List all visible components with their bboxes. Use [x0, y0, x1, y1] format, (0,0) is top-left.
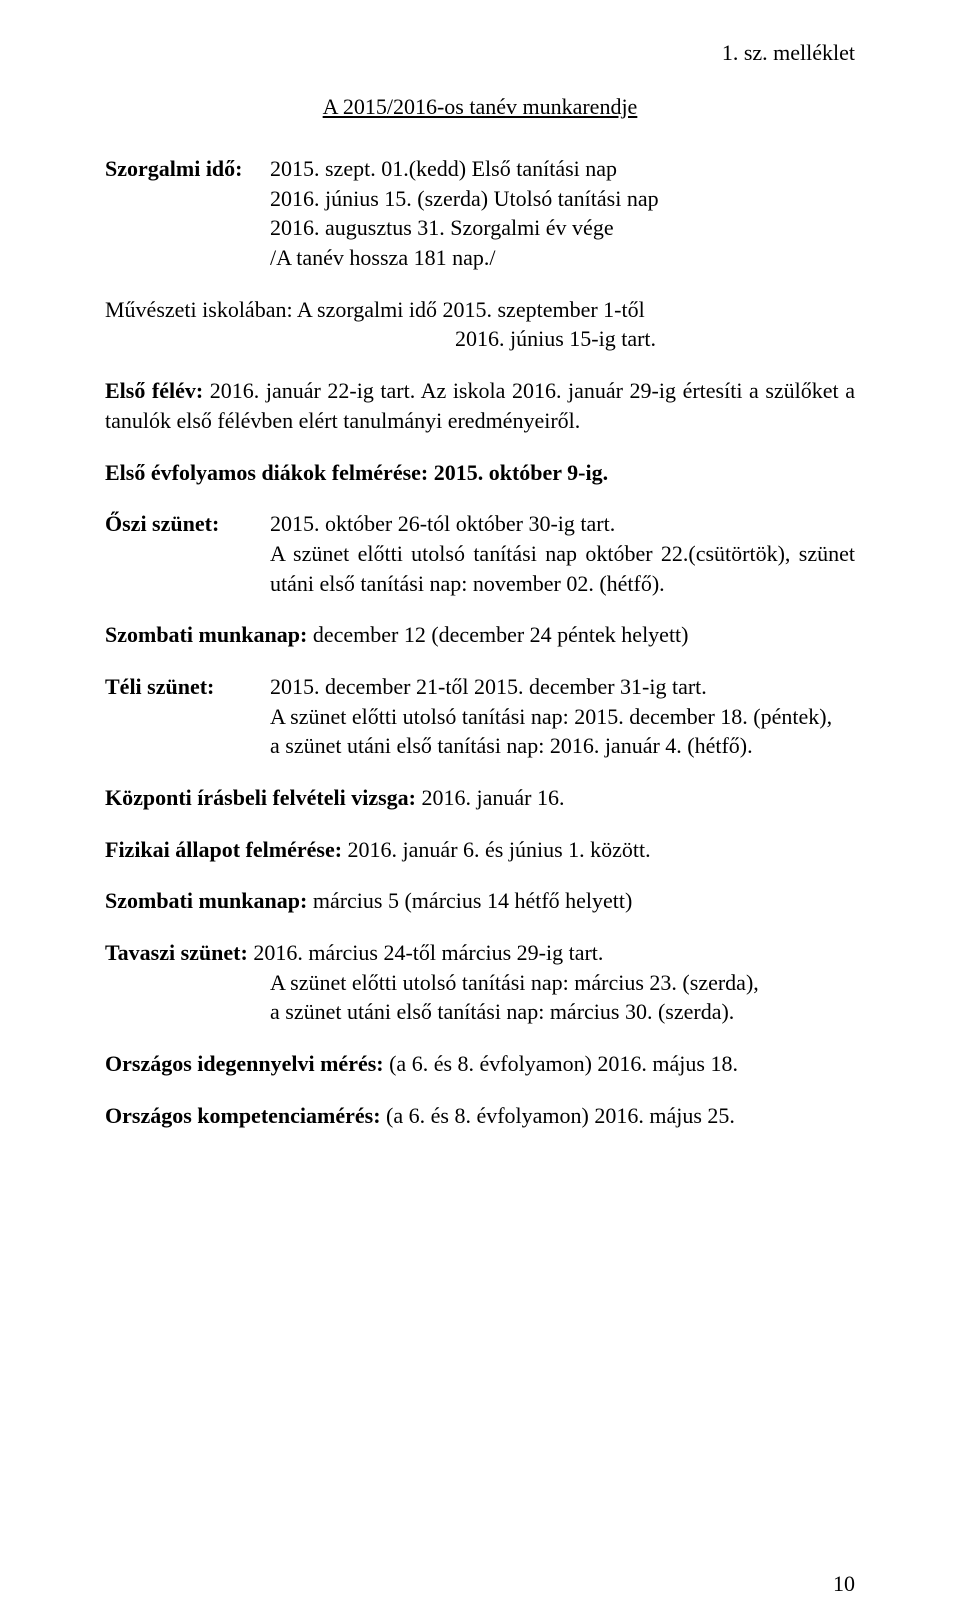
- line: 2016. június 15-ig tart.: [105, 324, 855, 354]
- fizikai-label: Fizikai állapot felmérése:: [105, 837, 342, 862]
- section-szombati-1: Szombati munkanap: december 12 (december…: [105, 620, 855, 650]
- line: a szünet utáni első tanítási nap: márciu…: [105, 997, 855, 1027]
- szombati1-body: december 12 (december 24 péntek helyett): [307, 622, 688, 647]
- section-elso-evfolyam: Első évfolyamos diákok felmérése: 2015. …: [105, 458, 855, 488]
- fizikai-body: 2016. január 6. és június 1. között.: [342, 837, 651, 862]
- elso-felev-label: Első félév:: [105, 378, 203, 403]
- section-szorgalmi: Szorgalmi idő: 2015. szept. 01.(kedd) El…: [105, 154, 855, 273]
- page: 1. sz. melléklet A 2015/2016-os tanév mu…: [0, 0, 960, 1621]
- teli-label: Téli szünet:: [105, 672, 270, 761]
- line: 2015. október 26-tól október 30-ig tart.: [270, 509, 855, 539]
- section-oszi-szunet: Őszi szünet: 2015. október 26-tól októbe…: [105, 509, 855, 598]
- section-szombati-2: Szombati munkanap: március 5 (március 14…: [105, 886, 855, 916]
- idegennyelvi-label: Országos idegennyelvi mérés:: [105, 1051, 384, 1076]
- line: 2015. december 21-től 2015. december 31-…: [270, 672, 855, 702]
- section-fizikai: Fizikai állapot felmérése: 2016. január …: [105, 835, 855, 865]
- kompetencia-body: (a 6. és 8. évfolyamon) 2016. május 25.: [381, 1103, 735, 1128]
- page-number: 10: [833, 1571, 855, 1597]
- attachment-header: 1. sz. melléklet: [105, 40, 855, 66]
- szombati1-label: Szombati munkanap:: [105, 622, 307, 647]
- idegennyelvi-body: (a 6. és 8. évfolyamon) 2016. május 18.: [384, 1051, 738, 1076]
- line: A szünet előtti utolsó tanítási nap októ…: [270, 539, 855, 598]
- section-kompetencia: Országos kompetenciamérés: (a 6. és 8. é…: [105, 1101, 855, 1131]
- szombati2-body: március 5 (március 14 hétfő helyett): [307, 888, 632, 913]
- document-title: A 2015/2016-os tanév munkarendje: [105, 94, 855, 120]
- elso-felev-body: 2016. január 22-ig tart. Az iskola 2016.…: [105, 378, 855, 433]
- line: 2015. szept. 01.(kedd) Első tanítási nap: [270, 154, 855, 184]
- section-kozponti: Központi írásbeli felvételi vizsga: 2016…: [105, 783, 855, 813]
- szombati2-label: Szombati munkanap:: [105, 888, 307, 913]
- kozponti-label: Központi írásbeli felvételi vizsga:: [105, 785, 416, 810]
- section-teli-szunet: Téli szünet: 2015. december 21-től 2015.…: [105, 672, 855, 761]
- line: 2016. március 24-től március 29-ig tart.: [248, 940, 604, 965]
- szorgalmi-body: 2015. szept. 01.(kedd) Első tanítási nap…: [270, 154, 855, 273]
- line: 2016. június 15. (szerda) Utolsó tanítás…: [270, 184, 855, 214]
- line: A szünet előtti utolsó tanítási nap: már…: [105, 968, 855, 998]
- line: A szünet előtti utolsó tanítási nap: 201…: [270, 702, 855, 732]
- section-tavaszi-szunet: Tavaszi szünet: 2016. március 24-től már…: [105, 938, 855, 1027]
- tavaszi-label: Tavaszi szünet:: [105, 940, 248, 965]
- section-elso-felev: Első félév: 2016. január 22-ig tart. Az …: [105, 376, 855, 435]
- kozponti-body: 2016. január 16.: [416, 785, 564, 810]
- section-idegennyelvi: Országos idegennyelvi mérés: (a 6. és 8.…: [105, 1049, 855, 1079]
- szorgalmi-label: Szorgalmi idő:: [105, 154, 270, 273]
- line: 2016. augusztus 31. Szorgalmi év vége: [270, 213, 855, 243]
- oszi-body: 2015. október 26-tól október 30-ig tart.…: [270, 509, 855, 598]
- oszi-label: Őszi szünet:: [105, 509, 270, 598]
- line: a szünet utáni első tanítási nap: 2016. …: [270, 731, 855, 761]
- kompetencia-label: Országos kompetenciamérés:: [105, 1103, 381, 1128]
- line: Művészeti iskolában: A szorgalmi idő 201…: [105, 295, 855, 325]
- line: /A tanév hossza 181 nap./: [270, 243, 855, 273]
- section-muveszeti: Művészeti iskolában: A szorgalmi idő 201…: [105, 295, 855, 354]
- teli-body: 2015. december 21-től 2015. december 31-…: [270, 672, 855, 761]
